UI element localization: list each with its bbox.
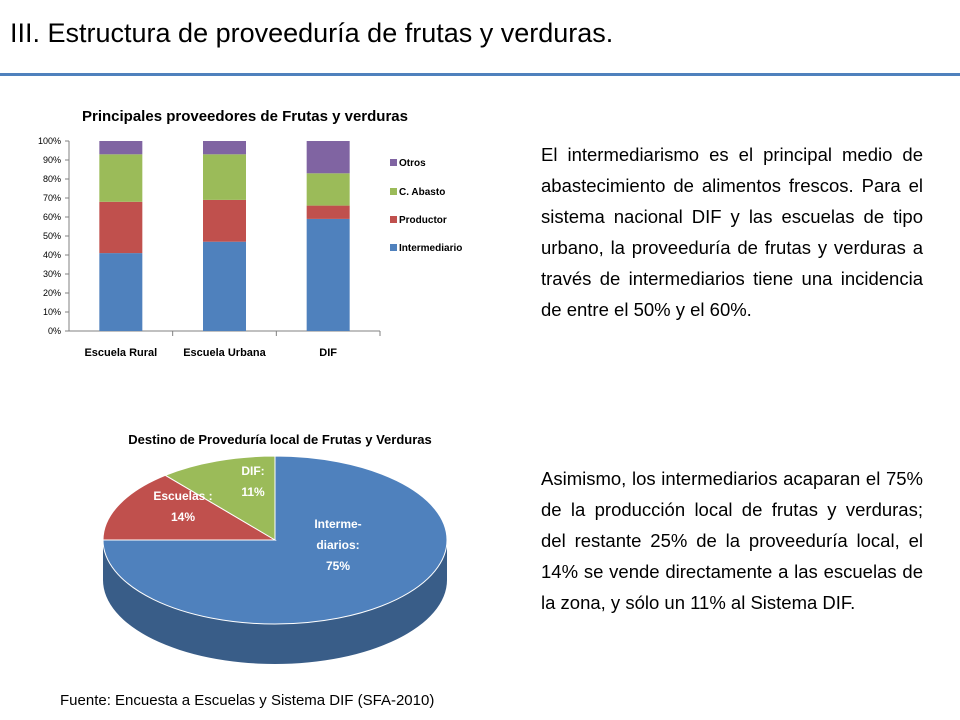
legend-label: Productor [399, 215, 447, 226]
bar-intermediario-1 [99, 253, 143, 331]
y-tick-label: 50% [43, 231, 61, 241]
legend-swatch [390, 244, 397, 251]
pie-slice-label-3: DIF: 11% [203, 461, 303, 503]
y-tick-label: 80% [43, 174, 61, 184]
x-category-label: DIF [319, 347, 337, 359]
pie-label-line: diarios: [316, 537, 360, 552]
pie-label-line: Escuelas : [153, 489, 213, 503]
pie-chart-title: Destino de Proveduría local de Frutas y … [128, 432, 432, 447]
bar-c-abasto-2 [203, 154, 246, 200]
x-category-label: Escuela Rural [84, 347, 157, 359]
bar-c-abasto-3 [306, 173, 350, 206]
bar-chart-title: Principales proveedores de Frutas y verd… [82, 108, 408, 125]
y-tick-label: 10% [43, 307, 61, 317]
pie-label-line: Interme- [314, 516, 362, 531]
paragraph-destino: Asimismo, los intermediarios acaparan el… [541, 468, 923, 613]
bar-productor-3 [306, 205, 350, 219]
pie-side-1 [103, 540, 447, 664]
legend-label: Intermediario [399, 243, 462, 254]
pie-slice-label-2: Escuelas : 14% [133, 486, 233, 528]
source-note: Fuente: Encuesta a Escuelas y Sistema DI… [60, 692, 435, 709]
y-tick-label: 40% [43, 250, 61, 260]
slide-title: III. Estructura de proveeduría de frutas… [10, 18, 614, 48]
legend-swatch [390, 159, 397, 166]
paragraph-intermediarios: El intermediarismo es el principal medio… [541, 144, 923, 320]
pie-label-line: 75% [325, 558, 351, 573]
bar-chart: 0% 10% 20% 30% 40% 50% 60% 70% 80% 90% 100% Escuela… [38, 136, 462, 359]
title-rule [0, 73, 960, 76]
y-tick-label: 30% [43, 269, 61, 279]
legend-swatch [390, 216, 397, 223]
bar-otros-2 [203, 141, 246, 155]
bar-intermediario-3 [306, 218, 350, 331]
y-tick-label: 20% [43, 288, 61, 298]
bar-productor-2 [203, 199, 246, 242]
y-tick-label: 0% [48, 326, 61, 336]
bar-c-abasto-1 [99, 154, 143, 202]
y-tick-label: 60% [43, 212, 61, 222]
x-category-label: Escuela Urbana [183, 347, 266, 359]
pie-label-line: DIF: [241, 464, 265, 478]
pie-slice-3 [164, 455, 276, 541]
pie-label-line: 14% [170, 510, 196, 524]
y-tick-label: 100% [38, 136, 61, 146]
bar-otros-1 [99, 141, 143, 155]
pie-slice-label-1: Interme-diarios: 75% [288, 514, 388, 577]
bar-otros-3 [306, 141, 350, 174]
pie-label-line: 11% [241, 485, 265, 499]
legend-label: Otros [399, 158, 426, 169]
y-tick-label: 70% [43, 193, 61, 203]
pie-slice-2 [102, 474, 277, 541]
bar-productor-1 [99, 201, 143, 254]
bar-intermediario-2 [203, 241, 246, 331]
legend-label: C. Abasto [399, 187, 445, 198]
legend-swatch [390, 188, 397, 195]
y-tick-label: 90% [43, 155, 61, 165]
